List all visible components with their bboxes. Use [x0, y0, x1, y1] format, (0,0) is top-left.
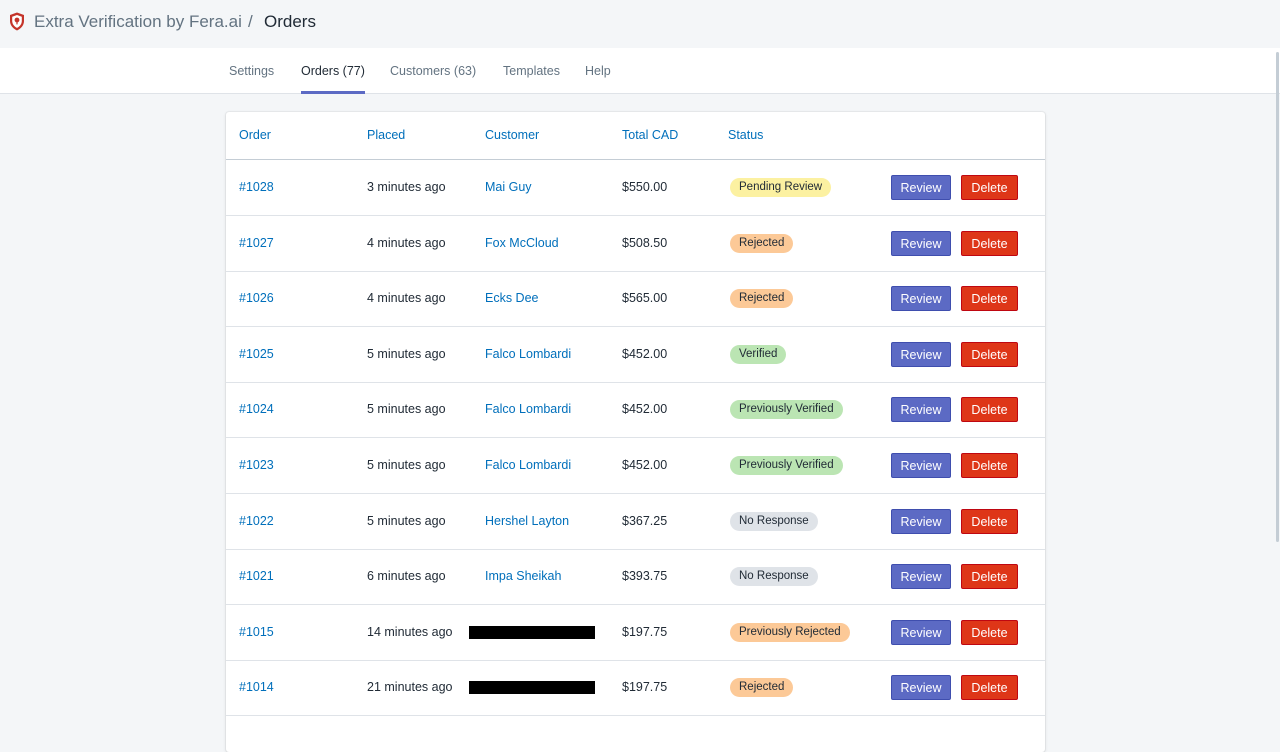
order-link[interactable]: #1026: [239, 291, 274, 306]
shield-icon: [10, 12, 24, 31]
placed-time: 21 minutes ago: [367, 680, 453, 695]
placed-time: 5 minutes ago: [367, 346, 446, 361]
order-total: $452.00: [622, 402, 668, 417]
breadcrumb-separator: /: [248, 12, 253, 31]
order-link[interactable]: #1021: [239, 569, 274, 584]
delete-button[interactable]: Delete: [961, 230, 1018, 256]
table-row: #1021 6 minutes ago Impa Sheikah $393.75 No …: [226, 549, 1045, 606]
customer-link[interactable]: Ecks Dee: [485, 291, 539, 306]
table-row: #1014 21 minutes ago $197.75 Rejected Review…: [226, 660, 1045, 717]
table-row: #1025 5 minutes ago Falco Lombardi $452.00 V…: [226, 327, 1045, 383]
top-bar: Extra Verification by Fera.ai / Orders: [0, 0, 1280, 47]
order-total: $508.50: [622, 235, 668, 250]
table-row: #1026 4 minutes ago Ecks Dee $565.00 Rejecte…: [226, 271, 1045, 328]
column-header-status[interactable]: Status: [728, 128, 764, 142]
review-button[interactable]: Review: [891, 453, 951, 478]
status-badge: Verified: [730, 344, 787, 364]
column-header-placed[interactable]: Placed: [367, 128, 406, 142]
delete-button[interactable]: Delete: [961, 564, 1018, 590]
delete-button[interactable]: Delete: [961, 508, 1018, 534]
review-button[interactable]: Review: [891, 397, 951, 423]
order-total: $452.00: [622, 346, 668, 361]
delete-button[interactable]: Delete: [961, 175, 1018, 200]
review-button[interactable]: Review: [891, 175, 951, 200]
column-header-order[interactable]: Order: [239, 128, 271, 142]
orders-table: Order Placed Customer Total CAD Status #…: [226, 112, 1045, 752]
delete-button[interactable]: Delete: [961, 286, 1018, 312]
tab-orders[interactable]: Orders (77): [301, 48, 365, 94]
tab-customers[interactable]: Customers (63): [390, 64, 477, 78]
column-header-customer[interactable]: Customer: [485, 128, 540, 142]
status-badge: Previously Rejected: [730, 622, 850, 642]
status-badge: No Response: [730, 567, 818, 587]
review-button[interactable]: Review: [891, 619, 951, 645]
placed-time: 3 minutes ago: [367, 180, 446, 194]
order-link[interactable]: #1028: [239, 180, 274, 194]
order-total: $367.25: [622, 513, 668, 528]
review-button[interactable]: Review: [891, 675, 951, 701]
review-button[interactable]: Review: [891, 508, 951, 534]
review-button[interactable]: Review: [891, 341, 951, 367]
redacted-customer: [469, 681, 595, 695]
customer-link[interactable]: Falco Lombardi: [485, 402, 572, 417]
order-link[interactable]: #1027: [239, 235, 274, 250]
status-badge: No Response: [730, 511, 818, 531]
table-row: #1023 5 minutes ago Falco Lombardi $452.00 P…: [226, 438, 1045, 494]
placed-time: 6 minutes ago: [367, 569, 446, 584]
order-total: $452.00: [622, 458, 668, 472]
review-button[interactable]: Review: [891, 230, 951, 256]
delete-button[interactable]: Delete: [961, 675, 1018, 701]
order-link[interactable]: #1025: [239, 346, 274, 361]
page-title: Orders: [264, 12, 316, 31]
placed-time: 14 minutes ago: [367, 624, 453, 639]
tab-help[interactable]: Help: [585, 64, 611, 78]
status-badge: Rejected: [730, 678, 794, 698]
review-button[interactable]: Review: [891, 564, 951, 590]
table-row: #1015 14 minutes ago $197.75 Previously Rej…: [226, 605, 1045, 661]
delete-button[interactable]: Delete: [961, 397, 1018, 423]
placed-time: 5 minutes ago: [367, 458, 446, 472]
order-total: $565.00: [622, 291, 668, 306]
app-name-breadcrumb[interactable]: Extra Verification by Fera.ai: [34, 12, 242, 31]
table-row: #1028 3 minutes ago Mai Guy $550.00 Pending …: [226, 160, 1045, 216]
redacted-customer: [469, 625, 595, 639]
order-total: $197.75: [622, 624, 668, 639]
tab-templates[interactable]: Templates: [503, 64, 560, 78]
tab-bar: Settings Orders (77) Customers (63) Temp…: [0, 48, 1280, 94]
status-badge: Previously Verified: [730, 456, 843, 475]
table-header: Order Placed Customer Total CAD Status: [226, 112, 1045, 160]
status-badge: Previously Verified: [730, 400, 843, 420]
placed-time: 4 minutes ago: [367, 235, 446, 250]
table-row: #1022 5 minutes ago Hershel Layton $367.25 N…: [226, 494, 1045, 550]
customer-link[interactable]: Impa Sheikah: [485, 569, 562, 584]
customer-link[interactable]: Hershel Layton: [485, 513, 570, 528]
customer-link[interactable]: Falco Lombardi: [485, 458, 572, 472]
order-link[interactable]: #1014: [239, 680, 274, 695]
placed-time: 5 minutes ago: [367, 513, 446, 528]
order-link[interactable]: #1022: [239, 513, 274, 528]
status-badge: Rejected: [730, 233, 794, 253]
placed-time: 4 minutes ago: [367, 291, 446, 306]
column-header-total[interactable]: Total CAD: [622, 128, 679, 142]
order-link[interactable]: #1015: [239, 624, 274, 639]
scrollbar[interactable]: [1276, 52, 1279, 542]
table-row: #1027 4 minutes ago Fox McCloud $508.50 Reje…: [226, 216, 1045, 272]
delete-button[interactable]: Delete: [961, 453, 1018, 478]
order-total: $197.75: [622, 680, 668, 695]
customer-link[interactable]: Mai Guy: [485, 180, 532, 194]
delete-button[interactable]: Delete: [961, 341, 1018, 367]
review-button[interactable]: Review: [891, 286, 951, 312]
tab-settings[interactable]: Settings: [229, 64, 275, 78]
table-row: #1024 5 minutes ago Falco Lombardi $452.00 P…: [226, 382, 1045, 439]
status-badge: Rejected: [730, 289, 794, 309]
customer-link[interactable]: Falco Lombardi: [485, 346, 572, 361]
placed-time: 5 minutes ago: [367, 402, 446, 417]
delete-button[interactable]: Delete: [961, 619, 1018, 645]
order-link[interactable]: #1024: [239, 402, 274, 417]
customer-link[interactable]: Fox McCloud: [485, 235, 559, 250]
order-link[interactable]: #1023: [239, 458, 274, 472]
order-total: $550.00: [622, 180, 668, 194]
order-total: $393.75: [622, 569, 668, 584]
status-badge: Pending Review: [730, 178, 832, 197]
